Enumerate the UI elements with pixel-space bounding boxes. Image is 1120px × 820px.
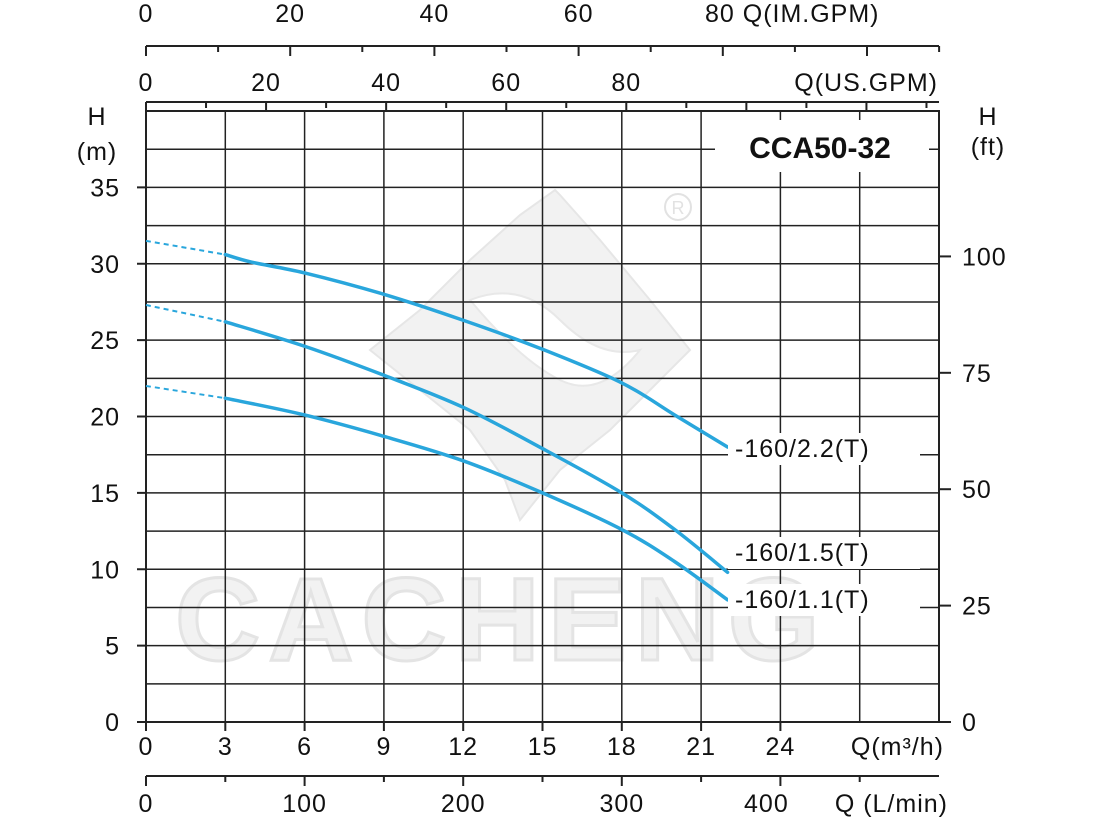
right-tick-label: 25 xyxy=(962,593,992,621)
left-axis-label-h: H xyxy=(87,103,106,131)
x-tick-label: 18 xyxy=(607,733,637,761)
curve-label-bg xyxy=(728,433,920,465)
x-tick-label: 9 xyxy=(376,733,391,761)
chart-curves: -160/2.2(T) -160/1.5(T) -160/1.1(T) xyxy=(145,239,920,616)
x-tick-label: 12 xyxy=(448,733,478,761)
right-axis-label-unit: (ft) xyxy=(971,133,1006,161)
curve-label: -160/1.5(T) xyxy=(735,539,870,567)
y-tick-label: 20 xyxy=(90,404,120,432)
usgpm-tick-label: 0 xyxy=(139,69,154,97)
registered-mark-icon xyxy=(664,193,692,221)
usgpm-tick-label: 80 xyxy=(611,69,641,97)
imgpm-tick-label: 20 xyxy=(275,0,305,28)
curve-dashed-segment xyxy=(145,384,226,400)
model-title: CCA50-32 xyxy=(749,132,891,165)
chart-axes: 0 5 10 15 20 25 30 35 0 3 6 9 12 15 18 21 24 0 25 50 75 100 0 1… xyxy=(90,0,1007,818)
y-tick-label: 30 xyxy=(90,251,120,279)
imgpm-axis-label: 80 Q(IM.GPM) xyxy=(705,0,880,28)
x-tick-label: 15 xyxy=(528,733,558,761)
curve-line xyxy=(223,252,730,449)
usgpm-tick-label: 60 xyxy=(491,69,521,97)
lmin-tick-label: 200 xyxy=(441,790,486,818)
cacheng-watermark: R CACHENG xyxy=(174,188,828,688)
curve-dashed-segment xyxy=(145,304,226,323)
right-axis-label-h: H xyxy=(978,103,997,131)
top-axis-label-usgpm: Q(US.GPM) xyxy=(794,69,938,97)
imgpm-tick-label: 60 xyxy=(564,0,594,28)
usgpm-tick-label: 20 xyxy=(251,69,281,97)
right-tick-label: 100 xyxy=(962,243,1007,271)
registered-mark-letter: R xyxy=(672,198,685,218)
bottom-axis-label-lmin: Q (L/min) xyxy=(835,790,948,818)
curve-dashed-segment xyxy=(145,239,226,256)
lmin-tick-label: 300 xyxy=(599,790,644,818)
left-axis-label-unit: (m) xyxy=(77,138,117,166)
y-tick-label: 0 xyxy=(105,709,120,737)
x-tick-label: 6 xyxy=(297,733,312,761)
right-tick-label: 75 xyxy=(962,360,992,388)
right-tick-label: 0 xyxy=(962,709,977,737)
y-tick-label: 25 xyxy=(90,327,120,355)
curve-line xyxy=(223,320,730,575)
x-tick-label: 0 xyxy=(139,733,154,761)
curve-label: -160/1.1(T) xyxy=(735,586,870,614)
x-tick-label: 21 xyxy=(686,733,716,761)
y-tick-label: 10 xyxy=(90,556,120,584)
watermark-text: CACHENG xyxy=(175,554,828,686)
curve-label-bg xyxy=(728,537,920,569)
lmin-tick-label: 100 xyxy=(282,790,327,818)
lmin-tick-label: 0 xyxy=(139,790,154,818)
right-tick-label: 50 xyxy=(962,476,992,504)
lmin-tick-label: 400 xyxy=(744,790,789,818)
imgpm-tick-label: 40 xyxy=(419,0,449,28)
x-tick-label: 3 xyxy=(218,733,233,761)
imgpm-tick-label: 0 xyxy=(139,0,154,28)
model-label-box xyxy=(715,120,929,172)
usgpm-tick-label: 40 xyxy=(371,69,401,97)
y-tick-label: 5 xyxy=(105,633,120,661)
bottom-axis-label-m3h: Q(m³/h) xyxy=(851,733,944,761)
x-tick-label: 24 xyxy=(765,733,795,761)
curve-label: -160/2.2(T) xyxy=(735,435,870,463)
curve-line xyxy=(223,396,730,602)
y-tick-label: 35 xyxy=(90,174,120,202)
curve-label-bg xyxy=(728,584,920,616)
y-tick-label: 15 xyxy=(90,480,120,508)
